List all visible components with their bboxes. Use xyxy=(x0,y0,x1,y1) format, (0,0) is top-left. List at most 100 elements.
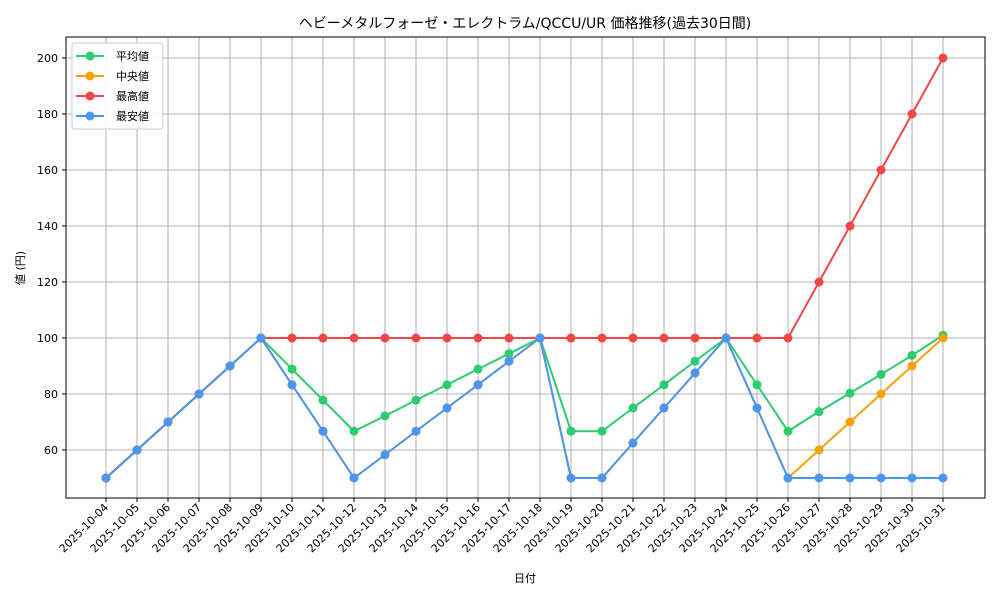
data-point-marker[interactable] xyxy=(256,333,266,343)
data-point-marker[interactable] xyxy=(442,403,452,413)
data-point-marker[interactable] xyxy=(783,426,793,436)
data-point-marker[interactable] xyxy=(783,473,793,483)
data-point-marker[interactable] xyxy=(194,389,204,399)
data-point-marker[interactable] xyxy=(287,333,297,343)
data-point-marker[interactable] xyxy=(597,333,607,343)
data-point-marker[interactable] xyxy=(690,356,700,366)
data-point-marker[interactable] xyxy=(845,473,855,483)
data-point-marker[interactable] xyxy=(659,403,669,413)
data-point-marker[interactable] xyxy=(411,395,421,405)
data-point-marker[interactable] xyxy=(814,445,824,455)
data-point-marker[interactable] xyxy=(907,350,917,360)
series-最安値 xyxy=(101,333,948,483)
data-point-marker[interactable] xyxy=(690,368,700,378)
data-point-marker[interactable] xyxy=(907,109,917,119)
data-point-marker[interactable] xyxy=(442,380,452,390)
data-point-marker[interactable] xyxy=(566,333,576,343)
series-最高値 xyxy=(101,53,948,483)
data-point-marker[interactable] xyxy=(721,333,731,343)
data-point-marker[interactable] xyxy=(752,333,762,343)
data-point-marker[interactable] xyxy=(628,333,638,343)
data-point-marker[interactable] xyxy=(132,445,142,455)
data-point-marker[interactable] xyxy=(845,388,855,398)
data-point-marker[interactable] xyxy=(380,411,390,421)
data-point-marker[interactable] xyxy=(814,407,824,417)
data-point-marker[interactable] xyxy=(876,473,886,483)
data-point-marker[interactable] xyxy=(225,361,235,371)
data-point-marker[interactable] xyxy=(473,364,483,374)
y-axis: 60 80 100 120 140 160 180 200 xyxy=(37,52,66,457)
data-point-marker[interactable] xyxy=(907,361,917,371)
series-line xyxy=(105,334,944,479)
data-point-marker[interactable] xyxy=(597,473,607,483)
data-point-marker[interactable] xyxy=(349,333,359,343)
data-point-marker[interactable] xyxy=(814,473,824,483)
data-point-marker[interactable] xyxy=(318,426,328,436)
legend-marker-icon xyxy=(85,111,95,121)
y-tick-label: 200 xyxy=(37,52,58,65)
legend-item-min[interactable]: 最安値 xyxy=(76,109,149,123)
data-point-marker[interactable] xyxy=(318,333,328,343)
data-point-marker[interactable] xyxy=(287,380,297,390)
data-point-marker[interactable] xyxy=(752,380,762,390)
data-point-marker[interactable] xyxy=(287,364,297,374)
data-point-marker[interactable] xyxy=(473,333,483,343)
legend: 平均値 中央値 最高値 最安値 xyxy=(71,42,164,130)
data-point-marker[interactable] xyxy=(380,333,390,343)
data-point-marker[interactable] xyxy=(318,395,328,405)
y-tick-label: 180 xyxy=(37,108,58,121)
x-axis: 2025-10-042025-10-052025-10-062025-10-07… xyxy=(57,498,948,555)
series-line xyxy=(105,337,943,479)
data-point-marker[interactable] xyxy=(814,277,824,287)
y-tick-label: 140 xyxy=(37,220,58,233)
data-point-marker[interactable] xyxy=(876,369,886,379)
data-point-marker[interactable] xyxy=(380,450,390,460)
plot-frame xyxy=(65,36,986,499)
legend-label: 中央値 xyxy=(116,70,149,83)
x-axis-label: 日付 xyxy=(514,572,536,585)
data-point-marker[interactable] xyxy=(628,438,638,448)
grid-lines xyxy=(66,37,985,498)
data-point-marker[interactable] xyxy=(659,333,669,343)
data-point-marker[interactable] xyxy=(442,333,452,343)
data-point-marker[interactable] xyxy=(597,426,607,436)
data-point-marker[interactable] xyxy=(876,389,886,399)
data-point-marker[interactable] xyxy=(845,221,855,231)
legend-item-median[interactable]: 中央値 xyxy=(76,70,149,83)
data-point-marker[interactable] xyxy=(628,403,638,413)
data-point-marker[interactable] xyxy=(752,403,762,413)
data-point-marker[interactable] xyxy=(690,333,700,343)
data-point-marker[interactable] xyxy=(101,473,111,483)
y-tick-label: 160 xyxy=(37,164,58,177)
data-point-marker[interactable] xyxy=(659,380,669,390)
data-point-marker[interactable] xyxy=(938,333,948,343)
data-point-marker[interactable] xyxy=(504,356,514,366)
legend-item-average[interactable]: 平均値 xyxy=(76,50,149,63)
y-tick-label: 120 xyxy=(37,276,58,289)
legend-label: 最高値 xyxy=(116,89,149,103)
data-point-marker[interactable] xyxy=(566,473,576,483)
data-point-marker[interactable] xyxy=(938,53,948,63)
data-point-marker[interactable] xyxy=(163,417,173,427)
legend-marker-icon xyxy=(85,51,95,61)
data-point-marker[interactable] xyxy=(535,333,545,343)
data-point-marker[interactable] xyxy=(876,165,886,175)
legend-marker-icon xyxy=(85,91,95,101)
series-平均値 xyxy=(101,330,948,483)
data-point-marker[interactable] xyxy=(349,426,359,436)
data-point-marker[interactable] xyxy=(566,426,576,436)
data-point-marker[interactable] xyxy=(349,473,359,483)
data-point-marker[interactable] xyxy=(504,333,514,343)
y-tick-label: 100 xyxy=(37,332,58,345)
data-point-marker[interactable] xyxy=(783,333,793,343)
data-point-marker[interactable] xyxy=(411,426,421,436)
data-point-marker[interactable] xyxy=(907,473,917,483)
legend-item-max[interactable]: 最高値 xyxy=(76,89,149,103)
data-point-marker[interactable] xyxy=(411,333,421,343)
legend-label: 最安値 xyxy=(116,109,149,123)
data-point-marker[interactable] xyxy=(504,349,514,359)
data-point-marker[interactable] xyxy=(938,473,948,483)
data-point-marker[interactable] xyxy=(845,417,855,427)
data-point-marker[interactable] xyxy=(473,380,483,390)
